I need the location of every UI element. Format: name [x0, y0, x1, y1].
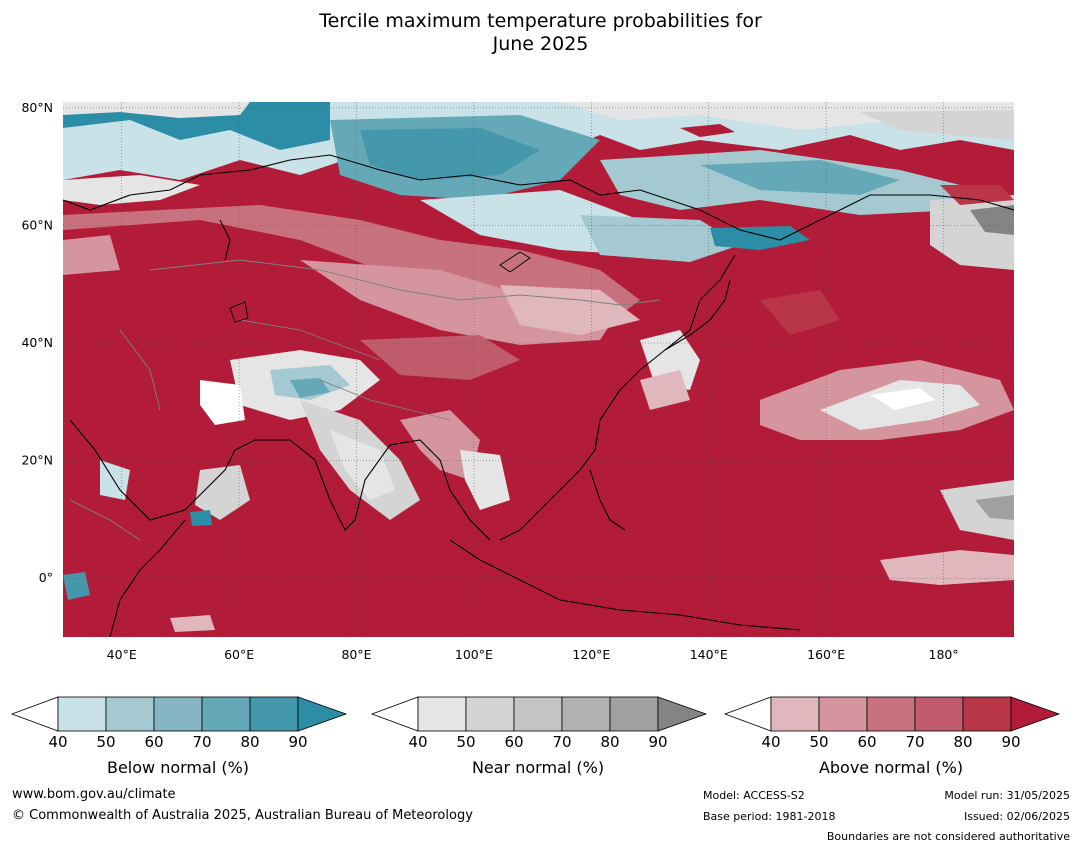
gridlines: [63, 102, 1014, 637]
above-normal-label: Above normal (%): [818, 758, 964, 777]
colorbar-segment: [561, 696, 611, 732]
colorbar-segment: [57, 696, 107, 732]
colorbar-tick-label: 80: [953, 733, 972, 751]
colorbar-tick-label: 60: [504, 733, 523, 751]
website-link[interactable]: www.bom.gov.au/climate: [12, 787, 176, 802]
lat-label: 80°N: [21, 100, 53, 115]
coastlines: [63, 154, 1014, 637]
colorbar: 40 50 60 70 80 90: [723, 696, 1061, 751]
colorbar: 40 50 60 70 80 90: [370, 696, 708, 751]
colorbar-tick-label: 90: [288, 733, 307, 751]
colorbar-segment: [914, 696, 964, 732]
below-normal-label: Below normal (%): [106, 758, 250, 777]
title-line-1: Tercile maximum temperature probabilitie…: [319, 10, 762, 32]
colorbar-segment: [770, 696, 820, 732]
copyright-text: © Commonwealth of Australia 2025, Austra…: [12, 808, 473, 823]
lat-label: 20°N: [21, 453, 53, 468]
colorbar-segment: [105, 696, 155, 732]
colorbar: 40 50 60 70 80 90: [10, 696, 348, 751]
colorbar-segment: [201, 696, 251, 732]
colorbar-segment: [818, 696, 868, 732]
lon-label: 120°E: [572, 647, 610, 662]
country-boundaries: [69, 259, 661, 541]
colorbar-max-extension: [297, 696, 348, 732]
issued-text: Issued: 02/06/2025: [963, 810, 1070, 823]
lon-label: 160°E: [807, 647, 845, 662]
colorbar-tick-label: 80: [600, 733, 619, 751]
model-run-text: Model run: 31/05/2025: [944, 789, 1070, 802]
map-panel: [63, 102, 1014, 637]
arctic-pattern: [63, 102, 1014, 270]
colorbar-max-extension: [657, 696, 708, 732]
longitude-labels: 40°E 60°E 80°E 100°E 120°E 140°E 160°E 180°: [107, 647, 959, 662]
disclaimer-text: Boundaries are not considered authoritat…: [826, 830, 1070, 843]
lon-label: 100°E: [455, 647, 493, 662]
title-line-2: June 2025: [492, 33, 589, 55]
central-asia-pattern: [63, 205, 700, 600]
lon-label: 180°: [929, 647, 959, 662]
colorbar-tick-label: 90: [648, 733, 667, 751]
colorbar-tick-label: 60: [857, 733, 876, 751]
colorbar-segment: [513, 696, 563, 732]
colorbar-segment: [153, 696, 203, 732]
pacific-pattern: [170, 290, 1014, 632]
colorbar-tick-label: 70: [905, 733, 924, 751]
colorbar-segment: [962, 696, 1012, 732]
colorbar-max-extension: [1010, 696, 1061, 732]
base-period-text: Base period: 1981-2018: [703, 810, 836, 823]
model-text: Model: ACCESS-S2: [703, 789, 805, 802]
lat-label: 60°N: [21, 217, 53, 232]
colorbar-tick-label: 80: [240, 733, 259, 751]
colorbars: 40 50 60 70 80 90 40 50 60 70 80 90 40 50 60 70 80 90: [10, 696, 1061, 751]
colorbar-tick-label: 50: [96, 733, 115, 751]
colorbar-segment: [417, 696, 467, 732]
colorbar-min-extension: [723, 696, 772, 732]
colorbar-tick-label: 50: [456, 733, 475, 751]
lon-label: 140°E: [690, 647, 728, 662]
latitude-labels: 80°N 60°N 40°N 20°N 0°: [21, 100, 53, 585]
colorbar-tick-label: 40: [408, 733, 427, 751]
colorbar-tick-label: 50: [809, 733, 828, 751]
lon-label: 80°E: [341, 647, 371, 662]
near-normal-label: Near normal (%): [471, 758, 605, 777]
colorbar-min-extension: [10, 696, 59, 732]
lon-label: 60°E: [224, 647, 254, 662]
colorbar-tick-label: 90: [1001, 733, 1020, 751]
lat-label: 40°N: [21, 335, 53, 350]
colorbar-tick-label: 60: [144, 733, 163, 751]
colorbar-segment: [249, 696, 299, 732]
lon-label: 40°E: [107, 647, 137, 662]
colorbar-segment: [465, 696, 515, 732]
colorbar-segment: [609, 696, 659, 732]
colorbar-tick-label: 40: [48, 733, 67, 751]
colorbar-tick-label: 70: [552, 733, 571, 751]
colorbar-tick-label: 70: [192, 733, 211, 751]
colorbar-segment: [866, 696, 916, 732]
colorbar-tick-label: 40: [761, 733, 780, 751]
lat-label: 0°: [39, 570, 53, 585]
lakes: [229, 251, 531, 323]
map-title: Tercile maximum temperature probabilitie…: [0, 10, 1081, 56]
colorbar-min-extension: [370, 696, 419, 732]
